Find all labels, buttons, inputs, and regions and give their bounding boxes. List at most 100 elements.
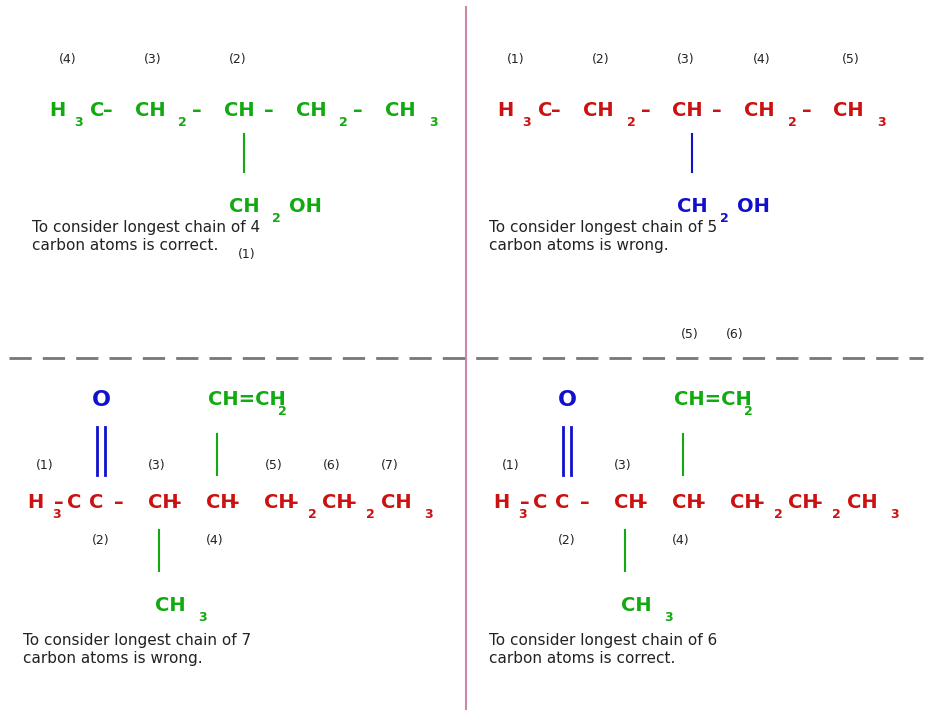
Text: CH: CH — [295, 101, 326, 120]
Text: (2): (2) — [558, 533, 576, 546]
Text: CH: CH — [677, 197, 707, 216]
Text: H: H — [27, 493, 44, 512]
Text: H: H — [493, 493, 510, 512]
Text: CH: CH — [206, 493, 237, 512]
Text: C: C — [89, 493, 103, 512]
Text: 3: 3 — [199, 611, 207, 624]
Text: (1): (1) — [36, 459, 54, 472]
Text: CH: CH — [614, 493, 645, 512]
Text: 2: 2 — [774, 508, 783, 521]
Text: CH: CH — [380, 493, 411, 512]
Text: CH: CH — [155, 596, 185, 615]
Text: H: H — [498, 101, 514, 120]
Text: 2: 2 — [272, 212, 281, 225]
Text: 3: 3 — [424, 508, 433, 521]
Text: (3): (3) — [144, 52, 161, 66]
Text: –: – — [712, 101, 721, 120]
Text: (4): (4) — [672, 533, 690, 546]
Text: –: – — [580, 493, 590, 512]
Text: O: O — [557, 390, 577, 410]
Text: CH: CH — [731, 493, 761, 512]
Text: –: – — [264, 101, 274, 120]
Text: –: – — [813, 493, 822, 512]
Text: –: – — [353, 101, 363, 120]
Text: 2: 2 — [178, 116, 187, 129]
Text: (6): (6) — [322, 459, 340, 472]
Text: (6): (6) — [726, 328, 744, 341]
Text: 2: 2 — [339, 116, 349, 129]
Text: 3: 3 — [665, 611, 673, 624]
Text: –: – — [755, 493, 764, 512]
Text: –: – — [802, 101, 811, 120]
Text: CH=CH: CH=CH — [675, 390, 752, 409]
Text: –: – — [640, 101, 651, 120]
Text: –: – — [54, 493, 63, 512]
Text: –: – — [551, 101, 561, 120]
Text: –: – — [638, 493, 648, 512]
Text: CH: CH — [672, 101, 703, 120]
Text: (3): (3) — [148, 459, 166, 472]
Text: (4): (4) — [59, 52, 76, 66]
Text: O: O — [91, 390, 111, 410]
Text: (2): (2) — [592, 52, 610, 66]
Text: (2): (2) — [92, 533, 110, 546]
Text: OH: OH — [737, 197, 770, 216]
Text: (3): (3) — [677, 52, 694, 66]
Text: CH: CH — [621, 596, 651, 615]
Text: CH=CH: CH=CH — [209, 390, 286, 409]
Text: 2: 2 — [278, 405, 286, 418]
Text: 2: 2 — [626, 116, 636, 129]
Text: CH: CH — [148, 493, 179, 512]
Text: CH: CH — [846, 493, 877, 512]
Text: 2: 2 — [832, 508, 841, 521]
Text: CH: CH — [385, 101, 416, 120]
Text: CH: CH — [672, 493, 703, 512]
Text: –: – — [192, 101, 202, 120]
Text: –: – — [520, 493, 529, 512]
Text: 2: 2 — [308, 508, 317, 521]
Text: (1): (1) — [238, 248, 255, 261]
Text: 3: 3 — [52, 508, 61, 521]
Text: CH: CH — [744, 101, 774, 120]
Text: H: H — [49, 101, 66, 120]
Text: CH: CH — [228, 197, 259, 216]
Text: (1): (1) — [507, 52, 525, 66]
Text: C: C — [555, 493, 569, 512]
Text: –: – — [696, 493, 706, 512]
Text: (1): (1) — [502, 459, 520, 472]
Text: 3: 3 — [518, 508, 527, 521]
Text: To consider longest chain of 5
carbon atoms is wrong.: To consider longest chain of 5 carbon at… — [488, 221, 717, 253]
Text: To consider longest chain of 6
carbon atoms is correct.: To consider longest chain of 6 carbon at… — [488, 633, 717, 666]
Text: 2: 2 — [720, 212, 729, 225]
Text: CH: CH — [788, 493, 819, 512]
Text: (5): (5) — [843, 52, 860, 66]
Text: To consider longest chain of 4
carbon atoms is correct.: To consider longest chain of 4 carbon at… — [32, 221, 260, 253]
Text: –: – — [347, 493, 356, 512]
Text: (4): (4) — [206, 533, 224, 546]
Text: –: – — [103, 101, 113, 120]
Text: C: C — [89, 101, 104, 120]
Text: 2: 2 — [366, 508, 375, 521]
Text: –: – — [114, 493, 124, 512]
Text: 3: 3 — [75, 116, 83, 129]
Text: 3: 3 — [429, 116, 437, 129]
Text: –: – — [230, 493, 240, 512]
Text: (4): (4) — [753, 52, 771, 66]
Text: –: – — [289, 493, 298, 512]
Text: 2: 2 — [788, 116, 796, 129]
Text: 2: 2 — [744, 405, 752, 418]
Text: (5): (5) — [265, 459, 282, 472]
Text: CH: CH — [322, 493, 353, 512]
Text: CH: CH — [224, 101, 254, 120]
Text: CH: CH — [265, 493, 295, 512]
Text: OH: OH — [289, 197, 322, 216]
Text: 3: 3 — [877, 116, 885, 129]
Text: (7): (7) — [380, 459, 399, 472]
Text: CH: CH — [582, 101, 613, 120]
Text: CH: CH — [833, 101, 864, 120]
Text: C: C — [533, 493, 548, 512]
Text: CH: CH — [134, 101, 165, 120]
Text: (3): (3) — [614, 459, 632, 472]
Text: C: C — [67, 493, 82, 512]
Text: 3: 3 — [522, 116, 531, 129]
